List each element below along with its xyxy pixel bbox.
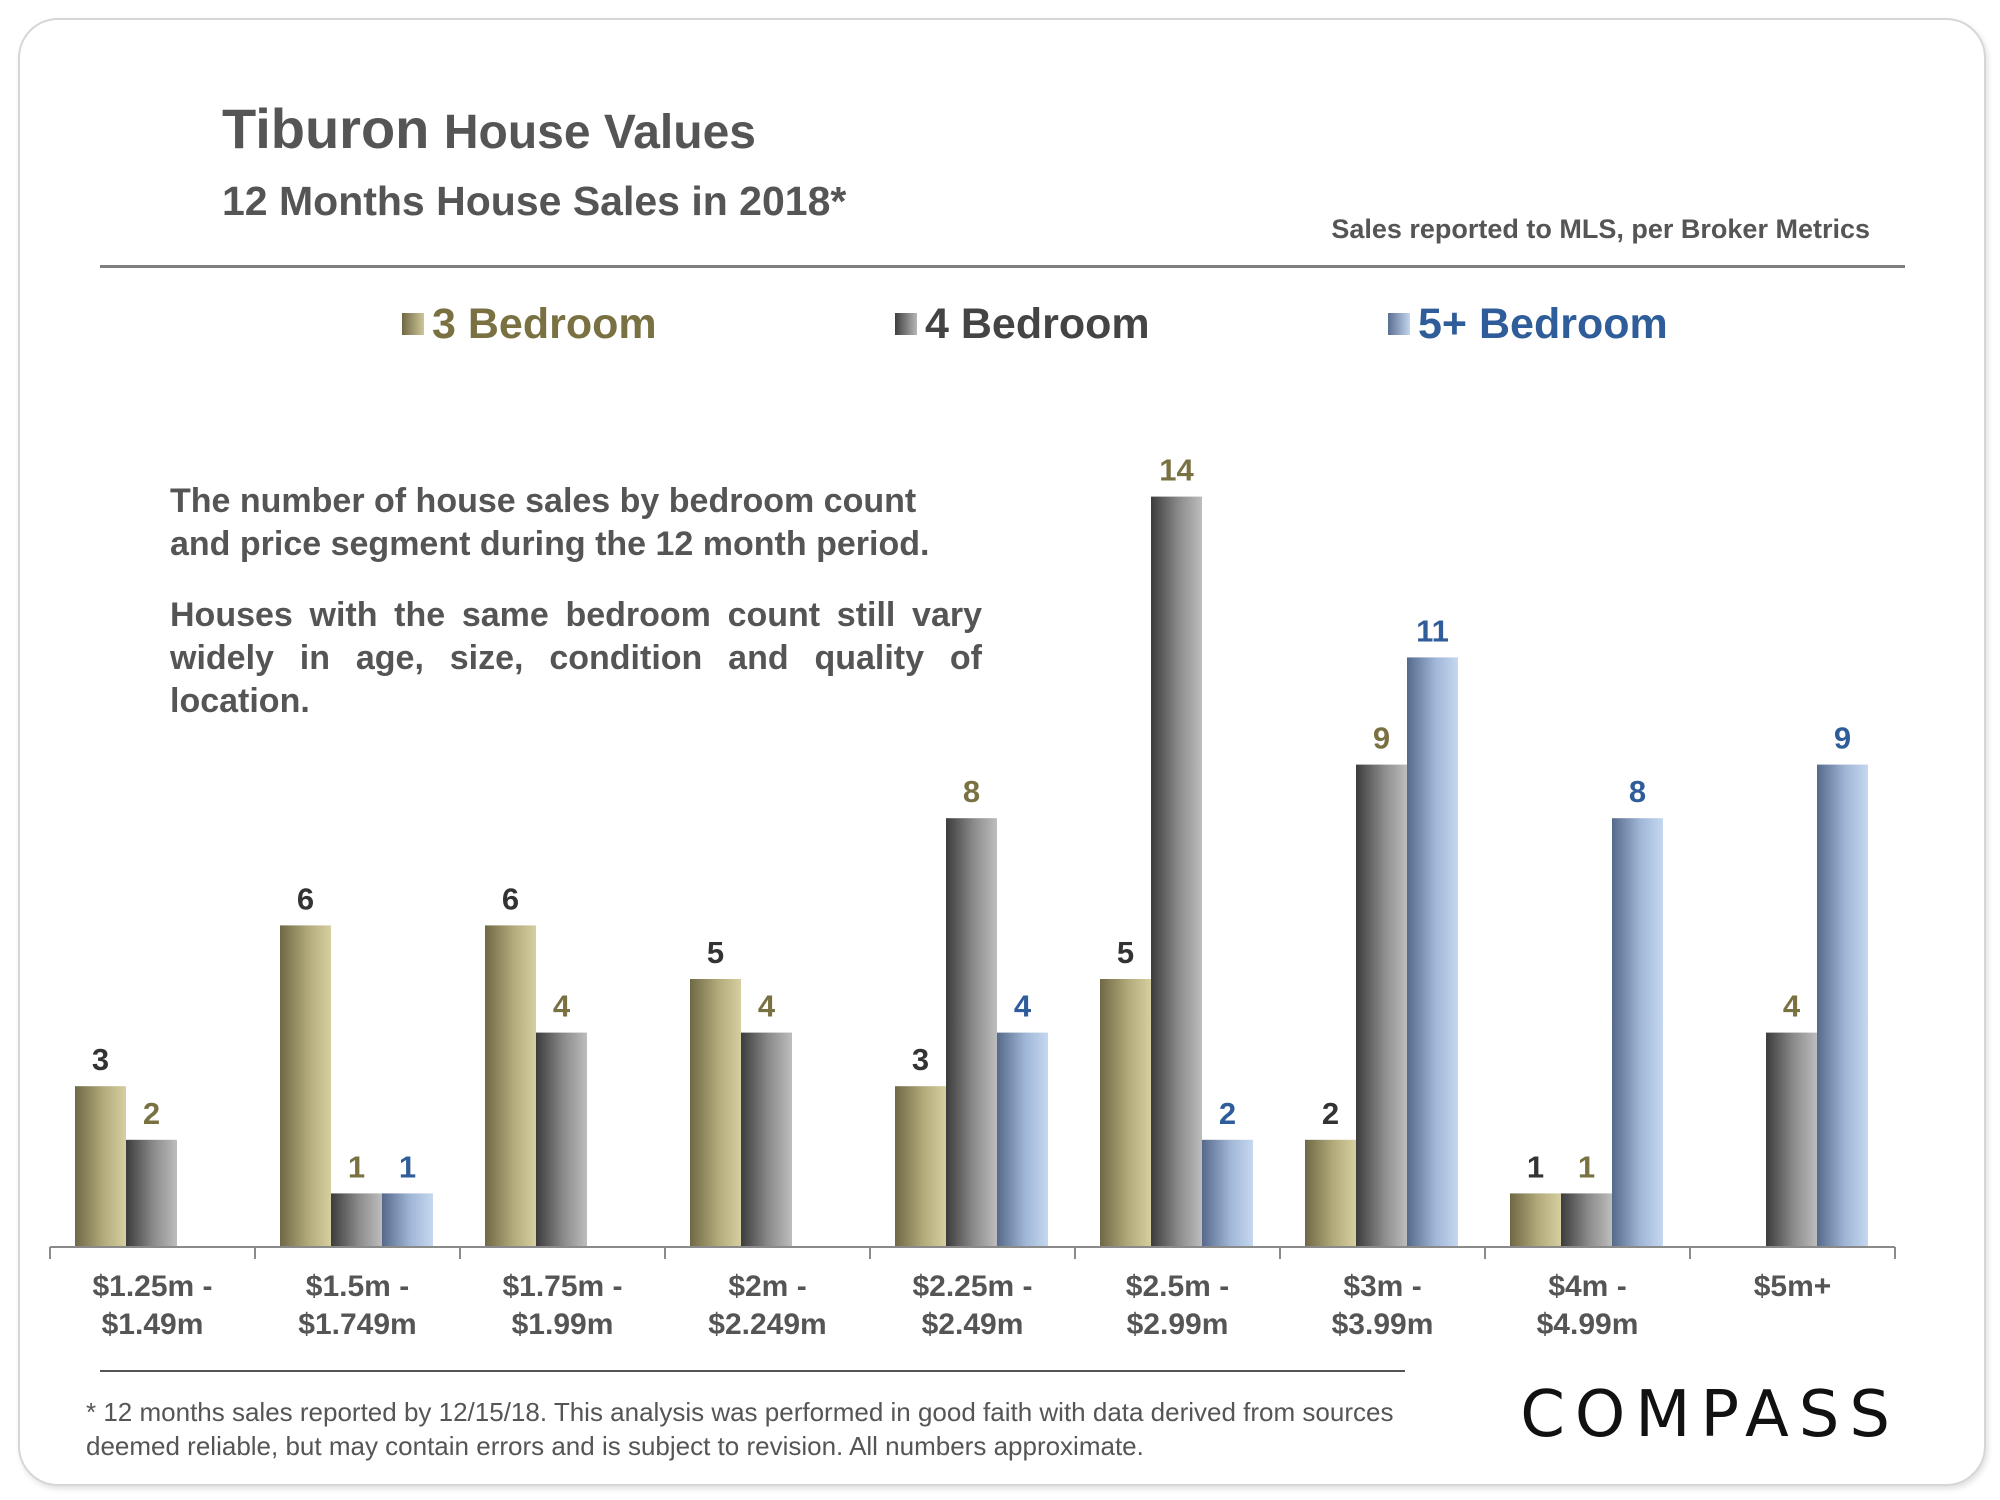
value-label-bed3-1: 6 <box>297 881 314 916</box>
bar-bed3-0 <box>75 1086 126 1247</box>
bar-bed3-6 <box>1305 1139 1356 1247</box>
bar-bed5-1 <box>382 1193 433 1247</box>
title-rest: House Values <box>443 106 756 159</box>
value-label-bed5-7: 8 <box>1629 774 1646 809</box>
chart-description: The number of house sales by bedroom cou… <box>170 480 982 751</box>
value-label-bed5-8: 9 <box>1834 721 1851 756</box>
bar-bed5-6 <box>1407 657 1458 1247</box>
x-tick-label-1-1: $1.749m <box>298 1308 416 1341</box>
x-tick-label-8-0: $5m+ <box>1754 1270 1832 1303</box>
value-label-bed4-3: 4 <box>758 989 776 1024</box>
description-paragraph-1: The number of house sales by bedroom cou… <box>170 482 930 563</box>
value-label-bed4-7: 1 <box>1578 1149 1595 1184</box>
x-tick-label-1-0: $1.5m - <box>306 1270 409 1303</box>
value-label-bed4-2: 4 <box>553 989 571 1024</box>
x-axis: $1.25m - $1.49m $1.5m - $1.749m $1.75m - $1.9… <box>49 1246 1896 1341</box>
value-label-bed4-8: 4 <box>1783 989 1801 1024</box>
x-tick-label-7-0: $4m - <box>1548 1270 1626 1303</box>
x-tick-label-0-0: $1.25m - <box>92 1270 212 1303</box>
value-label-bed5-6: 11 <box>1416 613 1449 648</box>
value-label-bed4-1: 1 <box>348 1149 365 1184</box>
legend-label-3-bedroom: 3 Bedroom <box>432 299 657 348</box>
x-tick-label-2-1: $1.99m <box>512 1308 614 1341</box>
bar-bed3-1 <box>280 925 331 1247</box>
bar-bed4-2 <box>536 1032 587 1247</box>
bar-bed4-5 <box>1151 496 1202 1248</box>
value-label-bed4-6: 9 <box>1373 721 1390 756</box>
x-tick-label-4-1: $2.49m <box>922 1308 1024 1341</box>
value-label-bed3-4: 3 <box>912 1042 929 1077</box>
bar-bed5-4 <box>997 1032 1048 1247</box>
bar-bed5-5 <box>1202 1139 1253 1247</box>
footnote: * 12 months sales reported by 12/15/18. … <box>86 1397 1394 1461</box>
footer-divider <box>100 1370 1405 1372</box>
bar-bed4-6 <box>1356 764 1407 1247</box>
bar-bed4-4 <box>946 818 997 1247</box>
bar-bed4-0 <box>126 1139 177 1247</box>
value-label-bed4-4: 8 <box>963 774 980 809</box>
description-paragraph-2: Houses with the same bedroom count still… <box>170 596 982 720</box>
bar-bed5-8 <box>1817 764 1868 1247</box>
x-tick-label-6-0: $3m - <box>1343 1270 1421 1303</box>
value-label-bed4-5: 14 <box>1159 453 1194 488</box>
bar-bed4-3 <box>741 1032 792 1247</box>
value-label-bed3-7: 1 <box>1527 1149 1544 1184</box>
bar-bed3-7 <box>1510 1193 1561 1247</box>
value-label-bed3-6: 2 <box>1322 1096 1339 1131</box>
legend-label-4-bedroom: 4 Bedroom <box>925 299 1150 348</box>
bar-bed3-5 <box>1100 979 1151 1247</box>
value-label-bed3-2: 6 <box>502 881 519 916</box>
bar-bed4-7 <box>1561 1193 1612 1247</box>
legend-item-3-bedroom: 3 Bedroom <box>402 296 657 352</box>
value-label-bed5-1: 1 <box>399 1149 416 1184</box>
bar-bed3-4 <box>895 1086 946 1247</box>
x-tick-label-5-1: $2.99m <box>1127 1308 1229 1341</box>
source-note: Sales reported to MLS, per Broker Metric… <box>1331 214 1870 244</box>
bar-bed5-7 <box>1612 818 1663 1247</box>
x-tick-label-2-0: $1.75m - <box>502 1270 622 1303</box>
page-title: Tiburon House Values <box>222 96 756 161</box>
x-tick-label-6-1: $3.99m <box>1332 1308 1434 1341</box>
x-tick-label-0-1: $1.49m <box>102 1308 204 1341</box>
bar-bed4-8 <box>1766 1032 1817 1247</box>
x-tick-label-5-0: $2.5m - <box>1126 1270 1229 1303</box>
value-label-bed5-5: 2 <box>1219 1096 1236 1131</box>
bar-bed3-3 <box>690 979 741 1247</box>
value-label-bed3-3: 5 <box>707 935 724 970</box>
title-place: Tiburon <box>222 97 430 160</box>
x-tick-label-3-0: $2m - <box>728 1270 806 1303</box>
legend-item-4-bedroom: 4 Bedroom <box>895 296 1150 352</box>
legend-label-5-bedroom: 5+ Bedroom <box>1418 299 1668 348</box>
bar-bed3-2 <box>485 925 536 1247</box>
legend-swatch-4-bedroom <box>895 313 917 335</box>
x-tick-label-3-1: $2.249m <box>708 1308 826 1341</box>
value-label-bed4-0: 2 <box>143 1096 160 1131</box>
legend-swatch-3-bedroom <box>402 313 424 335</box>
value-label-bed5-4: 4 <box>1014 989 1032 1024</box>
legend-swatch-5-bedroom <box>1388 313 1410 335</box>
x-tick-label-7-1: $4.99m <box>1537 1308 1639 1341</box>
bars-layer <box>75 496 1868 1248</box>
value-label-bed3-5: 5 <box>1117 935 1134 970</box>
page-subtitle: 12 Months House Sales in 2018* <box>222 178 847 224</box>
bar-bed4-1 <box>331 1193 382 1247</box>
compass-logo: COMPASS <box>1520 1378 1900 1452</box>
legend-item-5-bedroom: 5+ Bedroom <box>1388 296 1668 352</box>
value-label-bed3-0: 3 <box>92 1042 109 1077</box>
x-tick-label-4-0: $2.25m - <box>912 1270 1032 1303</box>
header-divider <box>100 265 1905 268</box>
